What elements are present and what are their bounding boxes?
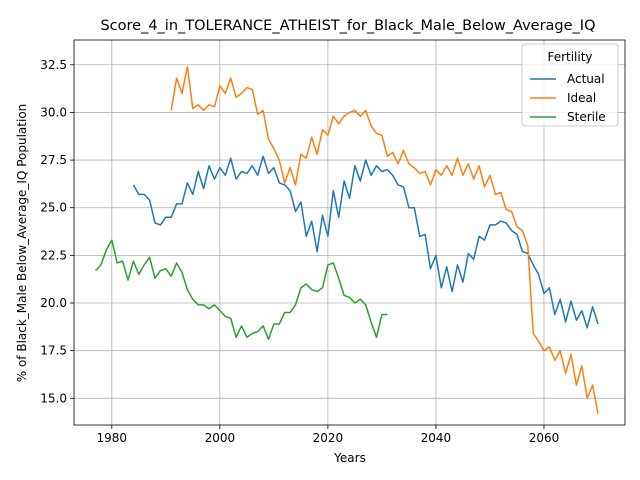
y-tick-label: 22.5 — [40, 248, 67, 262]
series-line-sterile — [95, 239, 388, 340]
legend-label-actual: Actual — [567, 72, 605, 86]
y-tick-label: 30.0 — [40, 105, 67, 119]
x-tick-label: 2060 — [529, 431, 560, 445]
y-axis-ticks: 15.0 17.5 20.0 22.5 25.0 27.5 30.0 32.5 — [40, 58, 74, 405]
legend-title: Fertility — [547, 50, 592, 64]
y-tick-label: 17.5 — [40, 344, 67, 358]
x-axis-ticks: 1980 2000 2020 2040 2060 — [97, 425, 560, 445]
x-axis-label: Years — [333, 451, 366, 465]
y-tick-label: 27.5 — [40, 153, 67, 167]
plot-frame — [73, 39, 626, 426]
series-line-ideal — [170, 65, 599, 414]
series-line-actual — [132, 155, 599, 329]
legend-label-ideal: Ideal — [567, 91, 596, 105]
y-tick-label: 25.0 — [40, 201, 67, 215]
x-tick-label: 2040 — [421, 431, 452, 445]
y-tick-label: 15.0 — [40, 391, 67, 405]
x-tick-label: 2000 — [205, 431, 236, 445]
y-axis-label: % of Black_Male Below_Average_IQ Populat… — [15, 104, 29, 383]
x-tick-label: 1980 — [97, 431, 128, 445]
y-tick-label: 32.5 — [40, 58, 67, 72]
legend-label-sterile: Sterile — [567, 110, 606, 124]
legend-box — [521, 43, 619, 127]
legend: Fertility Actual Ideal Sterile — [521, 43, 619, 127]
chart-title: Score_4_in_TOLERANCE_ATHEIST_for_Black_M… — [100, 18, 595, 34]
x-tick-label: 2020 — [313, 431, 344, 445]
y-tick-label: 20.0 — [40, 296, 67, 310]
series-lines — [95, 65, 599, 414]
